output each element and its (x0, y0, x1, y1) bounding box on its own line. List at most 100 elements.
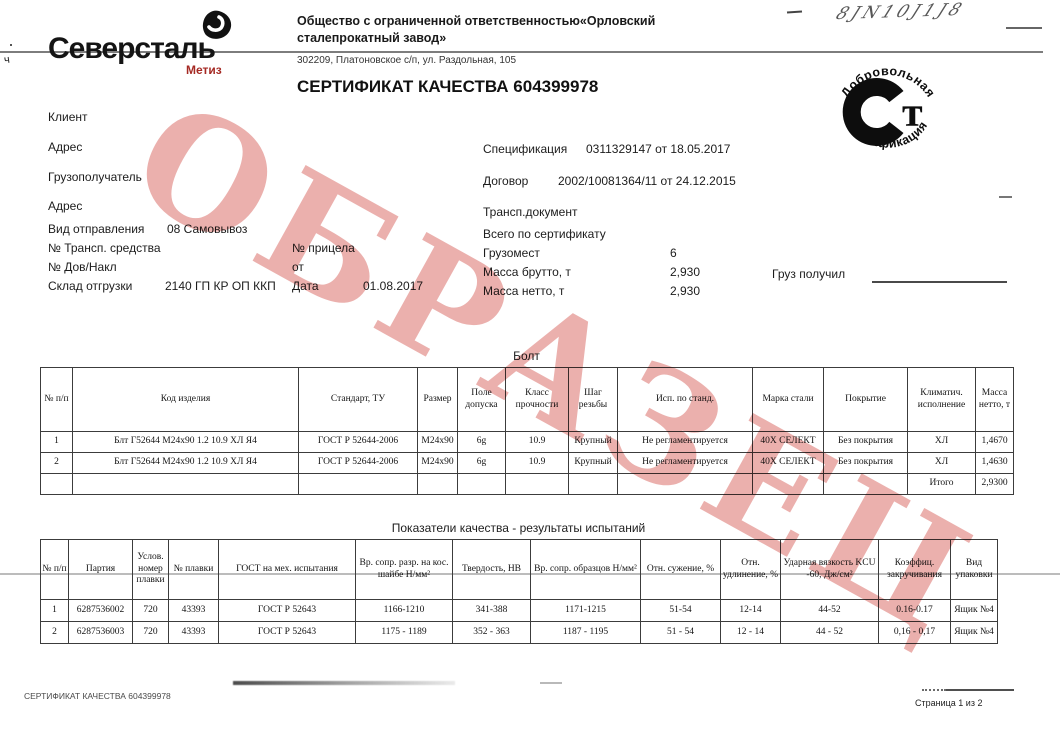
header-cell: Твердость, НВ (452, 539, 531, 600)
data-cell: 44-52 (780, 599, 879, 622)
data-cell: Без покрытия (823, 452, 908, 474)
field-address1-label: Адрес (48, 140, 83, 154)
total-label-cell: Итого (907, 473, 976, 495)
stamp-letter-c-shape (842, 78, 904, 146)
handwritten-note: 8JN10J1J8 (832, 0, 969, 25)
signature-line (872, 281, 1007, 283)
data-cell: 720 (132, 599, 169, 622)
data-cell: 51-54 (640, 599, 721, 622)
contract-label: Договор (483, 174, 529, 188)
header-cell: Класс прочности (505, 367, 569, 432)
empty-cell (752, 473, 824, 495)
field-dov-label: № Дов/Накл (48, 260, 117, 274)
field-warehouse-label: Склад отгрузки (48, 279, 133, 293)
header-cell: Отн. сужение, % (640, 539, 721, 600)
empty-cell (505, 473, 569, 495)
data-cell: 1,4630 (975, 452, 1014, 474)
page-title: СЕРТИФИКАТ КАЧЕСТВА 604399978 (297, 77, 599, 96)
header-cell: Размер (417, 367, 458, 432)
table-row: 1 6287536002 720 43393 ГОСТ Р 52643 1166… (40, 599, 998, 622)
logo-wordmark: Северсталь (48, 32, 216, 65)
data-cell: 0,16 - 0,17 (878, 621, 951, 644)
header-cell: Вр. сопр. разр. на кос. шайбе Н/мм² (355, 539, 453, 600)
header-cell: Код изделия (72, 367, 299, 432)
data-cell: ГОСТ Р 52643 (218, 599, 356, 622)
data-cell: 2 (40, 621, 69, 644)
data-cell: 352 - 363 (452, 621, 531, 644)
stamp-letter-p: Р (869, 94, 892, 132)
empty-cell (617, 473, 753, 495)
data-cell: 43393 (168, 599, 219, 622)
field-trailer-label: № прицела (292, 241, 355, 255)
header-cell: № п/п (40, 539, 69, 600)
data-cell: 1,4670 (975, 431, 1014, 453)
footer-line-dotted (922, 689, 946, 691)
data-cell: М24х90 (417, 452, 458, 474)
table-row: 1 Блт Г52644 М24х90 1.2 10.9 ХЛ Я4 ГОСТ … (40, 431, 1014, 453)
quality-table: № п/п Партия Услов. номер плавки № плавк… (40, 539, 998, 644)
data-cell: 40Х СЕЛЕКТ (752, 452, 824, 474)
totals-row: Итого 2,9300 (40, 473, 1014, 495)
empty-cell (72, 473, 299, 495)
header-cell: Марка стали (752, 367, 824, 432)
header-cell: ГОСТ на мех. испытания (218, 539, 356, 600)
company-name-line2: сталепрокатный завод» (297, 30, 447, 45)
data-cell: 6g (457, 452, 506, 474)
company-name: Общество с ограниченной ответственностью… (297, 13, 727, 47)
quality-table-caption: Показатели качества - результаты испытан… (391, 521, 646, 535)
data-cell: Крупный (568, 431, 618, 453)
header-cell: Шаг резьбы (568, 367, 618, 432)
cert-total-label: Всего по сертификату (483, 227, 606, 241)
data-cell: 1171-1215 (530, 599, 641, 622)
header-rule (0, 51, 1043, 53)
header-cell: Исп. по станд. (617, 367, 753, 432)
data-cell: 6287536002 (68, 599, 133, 622)
data-cell: Блт Г52644 М24х90 1.2 10.9 ХЛ Я4 (72, 452, 299, 474)
table-row: 2 Блт Г52644 М24х90 1.2 10.9 ХЛ Я4 ГОСТ … (40, 452, 1014, 474)
data-cell: 6g (457, 431, 506, 453)
data-cell: Ящик №4 (950, 599, 998, 622)
gross-mass-value: 2,930 (670, 265, 701, 279)
empty-cell (823, 473, 908, 495)
data-cell: 1187 - 1195 (530, 621, 641, 644)
data-cell: М24х90 (417, 431, 458, 453)
field-client-label: Клиент (48, 110, 88, 124)
data-cell: 10.9 (505, 452, 569, 474)
logo-subbrand: Метиз (186, 63, 222, 77)
data-cell: 44 - 52 (780, 621, 879, 644)
empty-cell (568, 473, 618, 495)
field-warehouse-value: 2140 ГП КР ОП ККП (165, 279, 276, 293)
header-cell: Покрытие (823, 367, 908, 432)
bolt-table-caption: Болт (513, 349, 540, 363)
footer-doc-ref: СЕРТИФИКАТ КАЧЕСТВА 604399978 (24, 691, 171, 701)
header-cell: Вр. сопр. образцов Н/мм² (530, 539, 641, 600)
empty-cell (417, 473, 458, 495)
page-number: Страница 1 из 2 (915, 698, 983, 708)
header-cell: Отн. удлинение, % (720, 539, 781, 600)
field-vehicle-label: № Трансп. средства (48, 241, 161, 255)
empty-cell (298, 473, 418, 495)
net-mass-value: 2,930 (670, 284, 701, 298)
field-dispatch-label: Вид отправления (48, 222, 145, 236)
data-cell: 0.16-0.17 (878, 599, 951, 622)
rst-certification-stamp: Добровольная сертификация Р т (838, 64, 937, 151)
company-name-line1: Общество с ограниченной ответственностью… (297, 14, 656, 28)
dash-artifact-2 (999, 196, 1012, 198)
data-cell: ГОСТ Р 52643 (218, 621, 356, 644)
empty-cell (457, 473, 506, 495)
data-cell: 51 - 54 (640, 621, 721, 644)
header-cell: Стандарт, ТУ (298, 367, 418, 432)
data-cell: 12-14 (720, 599, 781, 622)
company-address: 302209, Платоновское с/п, ул. Раздольная… (297, 55, 517, 66)
field-date-value: 01.08.2017 (363, 279, 424, 293)
data-cell: 6287536003 (68, 621, 133, 644)
field-ot-label: от (292, 260, 304, 274)
speck-artifact (10, 44, 12, 46)
header-cell: Масса нетто, т (975, 367, 1014, 432)
dash-artifact (1006, 27, 1042, 29)
data-cell: 1166-1210 (355, 599, 453, 622)
data-cell: Не регламентируется (617, 431, 753, 453)
total-value-cell: 2,9300 (975, 473, 1014, 495)
data-cell: 10.9 (505, 431, 569, 453)
